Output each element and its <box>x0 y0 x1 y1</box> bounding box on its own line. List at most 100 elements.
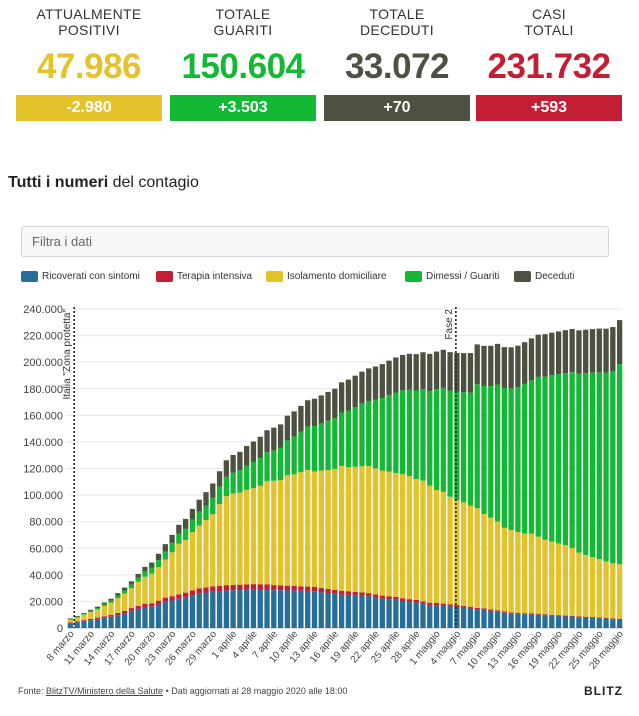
legend-item[interactable]: Ricoverati con sintomi <box>21 271 140 282</box>
bar-segment <box>338 465 345 591</box>
bar-segment <box>569 547 575 616</box>
bar-segment <box>67 618 74 620</box>
bar-segment <box>223 460 229 477</box>
bar-segment <box>284 590 291 628</box>
bar-segment <box>210 483 216 498</box>
bar-segment <box>379 598 385 628</box>
bar-segment <box>413 599 419 603</box>
bar-segment <box>494 610 501 612</box>
bar-segment <box>203 587 209 593</box>
bar-segment <box>135 608 141 628</box>
bar-segment <box>244 584 250 590</box>
bar-segment <box>440 491 446 604</box>
bar-segment <box>488 609 494 611</box>
bar-segment <box>183 597 189 628</box>
legend-item[interactable]: Dimessi / Guariti <box>405 271 499 282</box>
bar-segment <box>413 602 419 628</box>
source-link[interactable]: BlitzTV/Ministero della Salute <box>46 686 164 696</box>
bar-segment <box>155 560 162 568</box>
bar-segment <box>67 623 74 628</box>
stacked-bar-chart: 0 20.000 40.000 60.000 80.000 100.000 120.000 1… <box>23 304 626 672</box>
bar-segment <box>576 552 582 617</box>
bar-segment <box>257 584 263 590</box>
bar-segment <box>115 595 121 599</box>
bar-segment <box>366 368 372 402</box>
bar-segment <box>128 588 135 609</box>
bar-segment <box>583 329 589 374</box>
bar-segment <box>325 588 331 593</box>
bar-segment <box>352 466 358 592</box>
bar-segment <box>94 609 101 618</box>
bar-segment <box>74 622 80 628</box>
bar-segment <box>115 593 121 596</box>
bar-segment <box>196 593 202 628</box>
bar-segment <box>121 613 128 628</box>
bar-segment <box>420 603 426 628</box>
legend-item[interactable]: Terapia intensiva <box>156 271 252 282</box>
bar-segment <box>162 551 168 560</box>
bar-segment <box>108 616 114 628</box>
filter-input[interactable] <box>22 227 608 256</box>
bar-segment <box>359 595 365 628</box>
bar-segment <box>583 373 589 555</box>
y-tick-label: 40.000 <box>29 570 63 582</box>
bar-segment <box>583 554 589 617</box>
bar-segment <box>216 503 223 586</box>
bar-segment <box>508 613 514 628</box>
bar-segment <box>176 533 182 544</box>
bar-segment <box>576 616 582 618</box>
stat-delta: +593 <box>476 95 622 121</box>
bar-segment <box>542 376 548 540</box>
bar-segment <box>230 584 236 591</box>
bar-segment <box>555 543 562 616</box>
bar-segment <box>515 613 521 615</box>
bar-segment <box>393 596 399 600</box>
bar-segment <box>406 353 413 390</box>
bar-segment <box>589 617 596 618</box>
bar-segment <box>94 619 101 628</box>
bar-segment <box>244 465 250 490</box>
bar-segment <box>596 372 602 560</box>
bar-segment <box>576 617 582 628</box>
bar-segment <box>108 598 114 601</box>
bar-segment <box>203 505 209 521</box>
legend-swatch <box>156 271 173 282</box>
bar-segment <box>169 534 175 543</box>
bar-segment <box>359 371 365 404</box>
bar-segment <box>94 617 101 620</box>
legend-item[interactable]: Deceduti <box>514 271 574 282</box>
bar-segment <box>298 405 304 432</box>
bar-segment <box>237 590 243 628</box>
bar-segment <box>101 616 107 619</box>
y-tick-label: 240.000 <box>23 304 63 316</box>
bar-segment <box>372 399 379 469</box>
bar-segment <box>162 597 168 602</box>
bar-segment <box>379 595 385 599</box>
bar-segment <box>494 343 501 385</box>
bar-segment <box>535 613 541 615</box>
bar-segment <box>508 612 514 614</box>
legend-item[interactable]: Isolamento domiciliare <box>266 271 387 282</box>
bar-segment <box>522 342 528 384</box>
bar-segment <box>264 584 270 590</box>
bar-segment <box>562 545 569 616</box>
bar-segment <box>230 472 236 494</box>
bar-segment <box>535 376 541 537</box>
bar-segment <box>81 621 87 628</box>
bar-segment <box>454 605 460 608</box>
bar-segment <box>223 476 229 497</box>
footer-updated: • Dati aggiornati al 28 maggio 2020 alle… <box>163 686 348 696</box>
bar-segment <box>203 592 209 628</box>
bar-segment <box>169 596 175 601</box>
bar-segment <box>603 372 609 562</box>
annotation-label: Italia "Zona protetta" <box>62 309 73 400</box>
bar-segment <box>284 415 291 440</box>
bar-segment <box>210 591 216 628</box>
y-tick-label: 20.000 <box>29 596 63 608</box>
bar-segment <box>311 586 318 592</box>
bar-segment <box>515 531 521 614</box>
bar-segment <box>501 611 507 613</box>
bar-segment <box>433 490 440 603</box>
bar-segment <box>94 608 101 610</box>
bar-segment <box>264 452 270 482</box>
